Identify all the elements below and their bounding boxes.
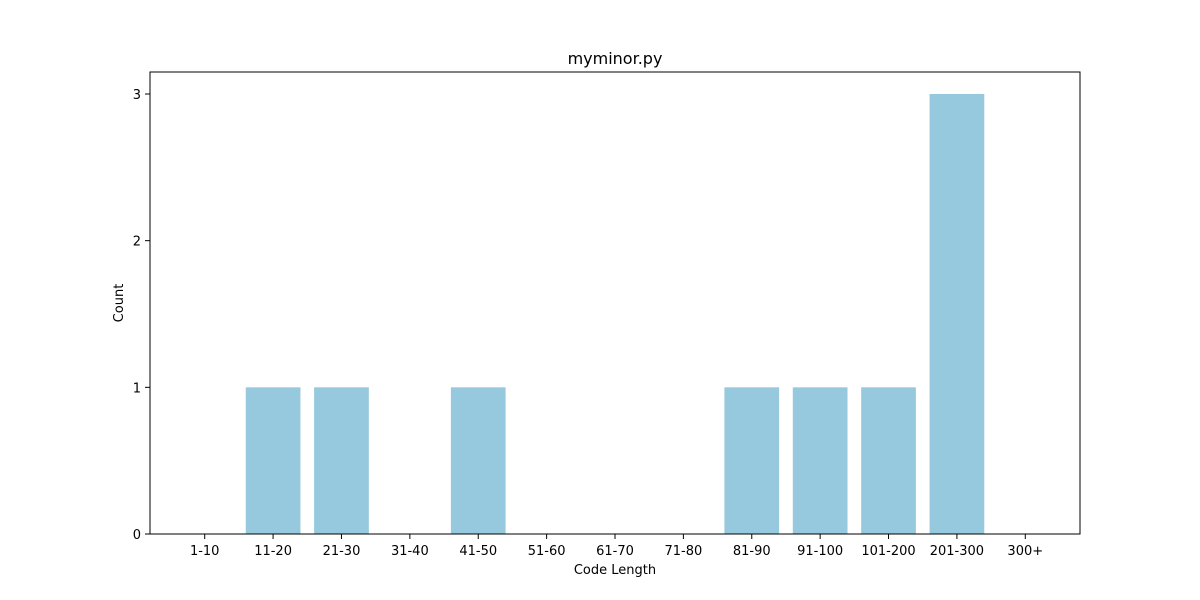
x-axis-title: Code Length [574,563,656,578]
x-tick-label: 21-30 [323,544,361,559]
y-axis-title: Count [112,284,127,323]
y-tick-label: 1 [133,381,141,396]
x-axis: 1-10 11-20 21-30 31-40 41-50 51-60 61-70 71-80 8… [190,534,1043,559]
bars-layer [245,94,985,534]
x-tick-label: 101-200 [861,544,915,559]
x-tick-label: 31-40 [391,544,429,559]
y-tick-label: 0 [133,528,141,543]
x-tick-label: 1-10 [190,544,220,559]
x-tick-label: 51-60 [528,544,566,559]
bar-101-200 [861,387,916,534]
x-tick-label: 91-100 [797,544,843,559]
bar-91-100 [792,387,848,534]
bar-81-90 [724,387,780,534]
x-tick-label: 61-70 [596,544,634,559]
x-tick-label: 11-20 [254,544,292,559]
chart-title: myminor.py [568,49,663,68]
x-tick-label: 300+ [1007,544,1043,559]
y-tick-label: 3 [133,88,141,103]
x-tick-label: 71-80 [664,544,702,559]
bar-201-300 [929,94,985,534]
x-tick-label: 81-90 [733,544,771,559]
y-tick-label: 2 [133,235,141,250]
x-tick-label: 201-300 [930,544,984,559]
bar-11-20 [245,387,301,534]
bar-21-30 [314,387,369,534]
bar-41-50 [450,387,506,534]
x-tick-label: 41-50 [459,544,497,559]
y-axis: 0 1 2 3 [133,88,150,543]
